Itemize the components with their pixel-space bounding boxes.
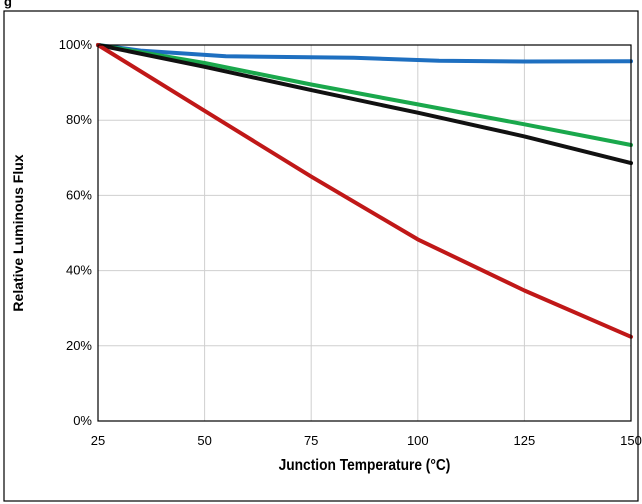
tick-labels: 25 50 75 100 125 150 0% 20% 40% 60% 80% 100%: [59, 37, 642, 448]
x-tick-label: 100: [407, 433, 429, 448]
x-tick-label: 25: [91, 433, 105, 448]
series-line-3: [96, 43, 633, 166]
series-line-4: [96, 43, 633, 339]
figure-frame: [3, 10, 639, 502]
y-tick-label: 0%: [73, 413, 92, 428]
x-axis-label: Junction Temperature (°C): [279, 456, 451, 474]
y-axis-label: Relative Luminous Flux: [10, 154, 26, 311]
series-line-2: [96, 43, 633, 147]
x-tick-label: 75: [304, 433, 318, 448]
x-tick-label: 125: [514, 433, 536, 448]
x-tick-label: 50: [197, 433, 211, 448]
y-tick-label: 80%: [66, 112, 92, 127]
series-group: [96, 43, 633, 339]
figure-caption-fragment: g: [4, 0, 12, 9]
y-tick-label: 100%: [59, 37, 93, 52]
plot-area-frame: [97, 44, 632, 422]
y-tick-label: 20%: [66, 338, 92, 353]
x-tick-label: 150: [620, 433, 642, 448]
y-tick-label: 60%: [66, 187, 92, 202]
y-tick-label: 40%: [66, 263, 92, 278]
